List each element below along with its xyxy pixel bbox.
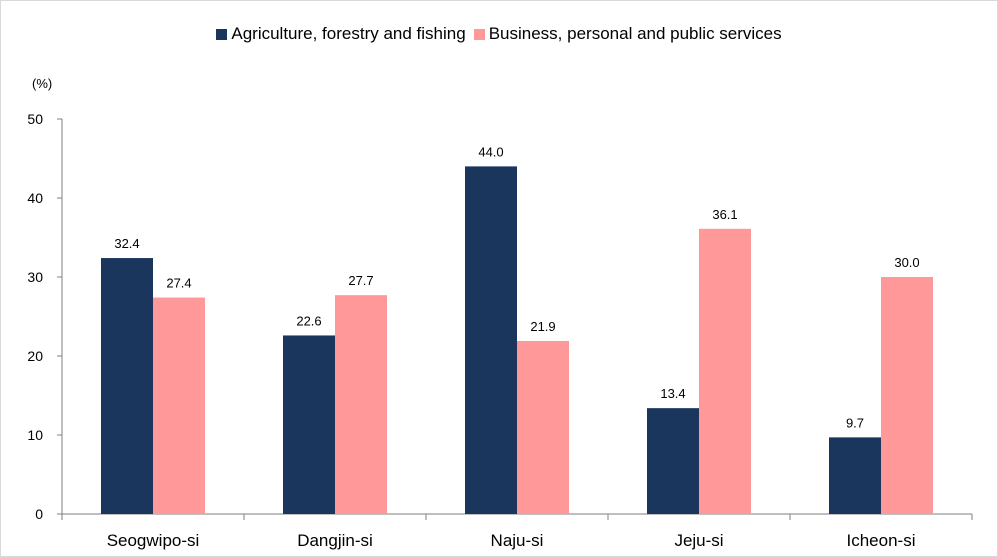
legend-swatch-services <box>473 28 485 40</box>
bar-services <box>153 297 205 514</box>
x-tick-label: Dangjin-si <box>297 531 373 550</box>
data-label: 21.9 <box>530 319 555 334</box>
y-tick-label: 0 <box>35 506 43 522</box>
bar-agriculture <box>101 258 153 514</box>
bar-services <box>335 295 387 514</box>
data-label: 27.7 <box>348 273 373 288</box>
y-tick-label: 50 <box>27 111 43 127</box>
y-tick-label: 10 <box>27 427 43 443</box>
x-tick-label: Naju-si <box>491 531 544 550</box>
data-label: 32.4 <box>114 236 139 251</box>
data-label: 30.0 <box>894 255 919 270</box>
legend-item-agriculture: Agriculture, forestry and fishing <box>216 24 466 44</box>
y-tick-label: 40 <box>27 190 43 206</box>
y-tick-label: 20 <box>27 348 43 364</box>
bar-services <box>881 277 933 514</box>
legend-label-services: Business, personal and public services <box>488 24 782 43</box>
x-tick-label: Jeju-si <box>674 531 723 550</box>
bar-agriculture <box>647 408 699 514</box>
bar-agriculture <box>829 437 881 514</box>
x-tick-label: Seogwipo-si <box>107 531 200 550</box>
legend-label-agriculture: Agriculture, forestry and fishing <box>231 24 466 43</box>
bar-agriculture <box>465 166 517 514</box>
data-label: 27.4 <box>166 276 191 291</box>
data-label: 22.6 <box>296 313 321 328</box>
y-tick-label: 30 <box>27 269 43 285</box>
bar-services <box>699 228 751 514</box>
bar-services <box>517 340 569 514</box>
data-label: 13.4 <box>660 386 685 401</box>
bar-agriculture <box>283 335 335 514</box>
data-label: 44.0 <box>478 144 503 159</box>
y-axis-unit-label: (%) <box>32 76 53 91</box>
legend-swatch-agriculture <box>216 28 228 40</box>
chart-legend: Agriculture, forestry and fishing Busine… <box>0 24 998 44</box>
data-label: 9.7 <box>846 415 864 430</box>
data-label: 36.1 <box>712 207 737 222</box>
x-tick-label: Icheon-si <box>847 531 916 550</box>
legend-item-services: Business, personal and public services <box>473 24 782 44</box>
